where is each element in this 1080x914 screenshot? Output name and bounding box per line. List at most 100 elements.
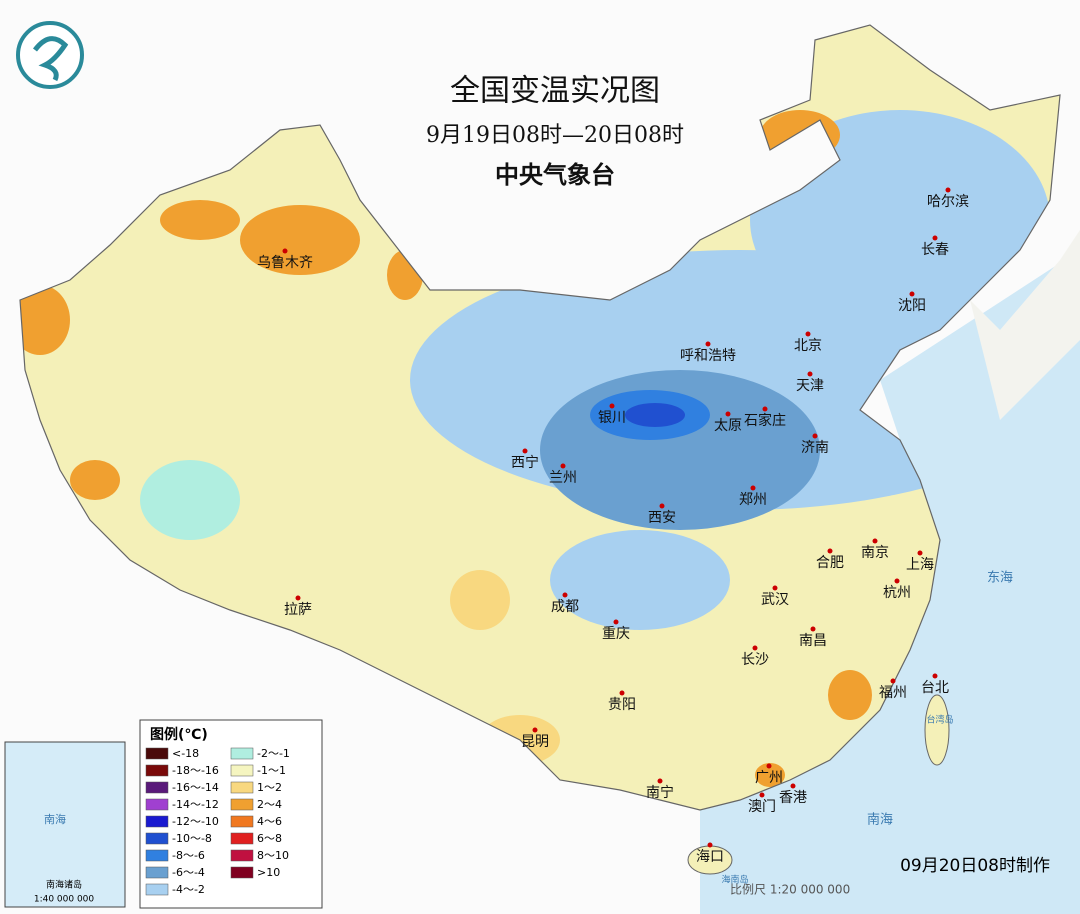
legend-swatch (145, 781, 169, 794)
city-dot (750, 485, 756, 491)
inset-sea: 南海 (44, 812, 66, 826)
city-dot (932, 235, 938, 241)
legend-swatch (230, 815, 254, 828)
footer-scale: 比例尺 1:20 000 000 (730, 883, 850, 897)
city-label: 天津 (796, 378, 824, 394)
legend-label: -12～-10 (172, 815, 219, 828)
inset-scale: 1:40 000 000 (34, 895, 95, 905)
field-blob (20, 285, 70, 355)
field-blob (450, 570, 510, 630)
city-label: 西安 (648, 510, 676, 526)
city-dot (810, 626, 816, 632)
city-label: 呼和浩特 (680, 348, 736, 364)
legend-label: <-18 (172, 747, 199, 760)
legend-swatch (145, 866, 169, 879)
field-blob (240, 205, 360, 275)
legend-label: -8～-6 (172, 849, 205, 862)
legend-label: -10～-8 (172, 832, 212, 845)
city-dot (807, 371, 813, 377)
field-blob (625, 403, 685, 427)
city-dot (659, 503, 665, 509)
city-label: 郑州 (739, 492, 767, 508)
legend-swatch (230, 781, 254, 794)
border (19, 24, 1061, 811)
city-label: 长春 (921, 242, 949, 258)
city-dot (619, 690, 625, 696)
city-dot (725, 411, 731, 417)
field-blob (70, 460, 120, 500)
city-label: 西宁 (511, 454, 539, 471)
city-label: 成都 (551, 599, 579, 615)
city-label: 合肥 (816, 555, 844, 571)
legend-swatch (230, 798, 254, 811)
city-dot (282, 248, 288, 254)
field-blob (755, 763, 785, 787)
city-label: 昆明 (521, 734, 549, 750)
city-label: 贵阳 (608, 697, 636, 713)
city-label: 香港 (779, 790, 807, 806)
legend-title: 图例(℃) (150, 726, 208, 743)
city-dot (613, 619, 619, 625)
legend-label: -4～-2 (172, 883, 205, 896)
city-label: 石家庄 (744, 412, 786, 429)
legend-label: 8～10 (257, 849, 289, 862)
city-label: 太原 (714, 418, 742, 434)
city-dot (772, 585, 778, 591)
legend-swatch (145, 764, 169, 777)
city-label: 广州 (755, 770, 783, 786)
legend-label: 4～6 (257, 815, 282, 828)
city-label: 沈阳 (898, 298, 926, 314)
legend-label: 1～2 (257, 781, 282, 794)
city-dot (827, 548, 833, 554)
city-dot (705, 341, 711, 347)
inset-box (4, 741, 126, 908)
city-dot (759, 792, 765, 798)
legend-swatch (230, 866, 254, 879)
agency: 中央气象台 (495, 161, 615, 189)
city-label: 海口 (696, 849, 724, 865)
city-dot (522, 448, 528, 454)
city-label: 南京 (861, 545, 889, 561)
legend-label: >10 (257, 866, 280, 879)
legend-label: 6～8 (257, 832, 282, 845)
city-label: 银川 (598, 410, 626, 426)
city-dot (894, 578, 900, 584)
city-label: 济南 (801, 440, 829, 456)
legend-swatch (230, 849, 254, 862)
legend-swatch (145, 883, 169, 896)
inset-title: 南海诸岛 (46, 879, 82, 891)
city-dot (560, 463, 566, 469)
city-label: 南昌 (799, 633, 827, 649)
legend-swatch (145, 815, 169, 828)
city-dot (766, 763, 772, 769)
field-blob (140, 460, 240, 540)
legend-swatch (230, 832, 254, 845)
sea (700, 250, 1080, 914)
city-dot (707, 842, 713, 848)
city-dot (917, 550, 923, 556)
city-dot (532, 727, 538, 733)
legend-label: -14～-12 (172, 798, 219, 811)
city-dot (790, 783, 796, 789)
field-blob (550, 530, 730, 630)
field-blob (828, 670, 872, 720)
city-dot (657, 778, 663, 784)
city-label: 重庆 (602, 626, 630, 642)
legend-swatch (230, 747, 254, 760)
city-label: 澳门 (748, 799, 776, 815)
city-label: 哈尔滨 (927, 194, 969, 210)
sea-label: 台湾岛 (926, 714, 953, 726)
city-dot (562, 592, 568, 598)
city-dot (909, 291, 915, 297)
footer-made: 09月20日08时制作 (900, 856, 1050, 876)
city-dot (609, 403, 615, 409)
city-dot (805, 331, 811, 337)
city-label: 台北 (921, 680, 949, 696)
subtitle: 9月19日08时—20日08时 (426, 123, 684, 148)
legend-label: -1～1 (257, 764, 286, 777)
city-dot (752, 645, 758, 651)
field-blob (160, 200, 240, 240)
city-dot (872, 538, 878, 544)
sea-label: 海南岛 (721, 874, 748, 886)
